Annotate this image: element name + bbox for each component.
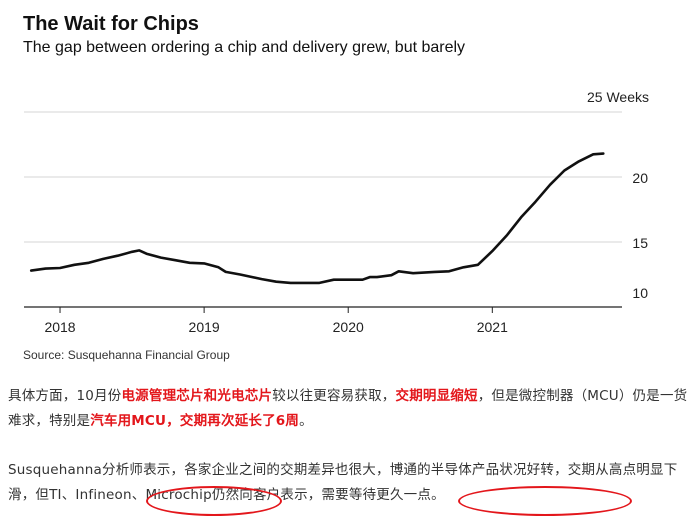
para1-text-3: ，但是微控制器（MCU）仍是一货难求，特别是	[8, 388, 688, 429]
para1-text-1: 具体方面，10月份	[8, 388, 122, 404]
y-tick-label-20: 20	[632, 170, 648, 186]
para1-text-2: 较以往更容易获取，	[272, 388, 396, 404]
x-tick-label-2020: 2020	[333, 319, 364, 335]
x-tick-label-2021: 2021	[477, 319, 508, 335]
article-paragraph-2: Susquehanna分析师表示，各家企业之间的交期差异也很大，博通的半导体产品…	[8, 462, 678, 503]
line-chart: 25 Weeks 10 15 20 2018 2019 2020 2021	[24, 89, 649, 335]
para1-highlight-3: 汽车用MCU，交期再次延长了6周	[90, 413, 300, 429]
para1-highlight-2: 交期明显缩短	[395, 388, 478, 404]
x-tick-label-2019: 2019	[189, 319, 220, 335]
para1-highlight-1: 电源管理芯片和光电芯片	[121, 388, 273, 404]
x-tick-label-2018: 2018	[44, 319, 75, 335]
y-tick-label-10: 10	[632, 285, 648, 301]
para1-text-4: 。	[299, 413, 313, 429]
chart-subtitle: The gap between ordering a chip and deli…	[23, 39, 466, 56]
article-paragraph-1: 具体方面，10月份电源管理芯片和光电芯片较以往更容易获取，交期明显缩短，但是微控…	[8, 384, 690, 434]
y-unit-label: 25 Weeks	[587, 89, 649, 105]
y-tick-label-15: 15	[632, 235, 648, 251]
chart-title: The Wait for Chips	[23, 13, 199, 35]
chart-source: Source: Susquehanna Financial Group	[23, 348, 230, 362]
series-line-0	[29, 152, 605, 285]
